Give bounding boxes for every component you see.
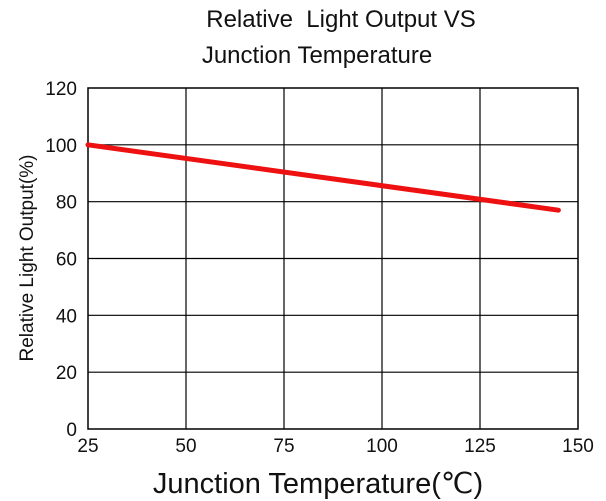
y-tick-label: 80 <box>56 193 77 214</box>
y-tick-label: 100 <box>45 136 77 157</box>
y-tick-label: 60 <box>56 250 77 271</box>
series-layer <box>85 142 561 213</box>
y-tick-label: 0 <box>66 420 77 441</box>
plot-frame <box>87 87 579 430</box>
y-tick-labels: 0 20 40 60 80 100 120 <box>45 79 77 441</box>
x-tick-label: 25 <box>77 436 98 457</box>
series-line <box>85 142 561 213</box>
x-axis-label: Junction Temperature(℃) <box>153 468 483 500</box>
y-tick-label: 20 <box>56 363 77 384</box>
x-tick-label: 75 <box>273 436 294 457</box>
x-tick-label: 125 <box>464 436 496 457</box>
chart-title-line-1: Relative Light Output VS <box>206 6 476 33</box>
x-tick-labels: 25 50 75 100 125 150 <box>77 436 593 457</box>
grid <box>88 88 578 429</box>
x-tick-label: 50 <box>175 436 196 457</box>
x-tick-label: 150 <box>562 436 594 457</box>
chart-title-line-2: Junction Temperature <box>201 42 433 69</box>
x-tick-label: 100 <box>366 436 398 457</box>
y-axis-label: Relative Light Output(%) <box>17 155 38 362</box>
y-tick-label: 40 <box>56 306 77 327</box>
y-tick-label: 120 <box>45 79 77 100</box>
